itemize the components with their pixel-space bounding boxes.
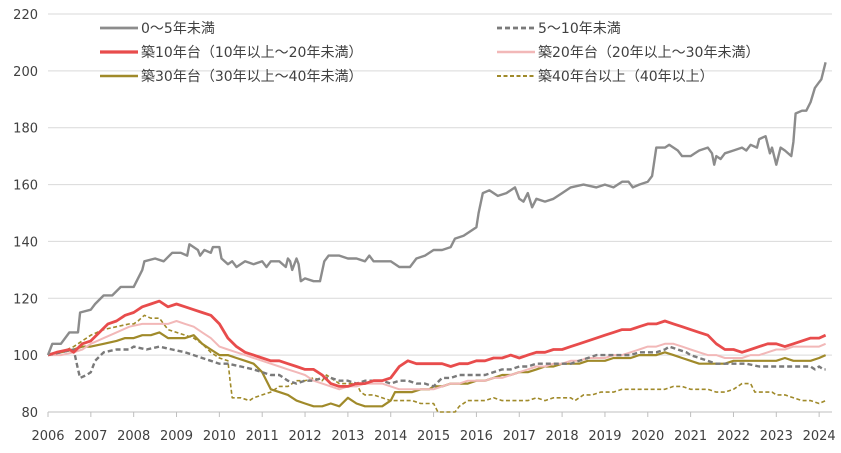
x-tick-label: 2016 [460, 429, 493, 444]
x-tick-label: 2019 [588, 429, 621, 444]
x-tick-label: 2022 [717, 429, 750, 444]
x-tick-label: 2007 [74, 429, 107, 444]
x-axis: 2006 2007 2008 2009 2010 2011 2012 2013 2014 2015… [31, 411, 836, 444]
series-line-2 [47, 345, 826, 388]
legend-label: 5～10年未満 [538, 21, 621, 37]
y-tick-label: 80 [21, 406, 38, 421]
x-tick-label: 2010 [203, 429, 236, 444]
legend-label: 築20年台（20年以上～30年未満） [538, 45, 759, 61]
x-tick-label: 2017 [503, 429, 536, 444]
x-tick-label: 2012 [289, 429, 322, 444]
series-lines [46, 62, 827, 413]
x-tick-label: 2013 [331, 429, 364, 444]
x-tick-label: 2021 [674, 429, 707, 444]
y-tick-label: 100 [13, 349, 38, 364]
x-tick-label: 2006 [31, 429, 64, 444]
x-tick-label: 2014 [374, 429, 407, 444]
series-line-4 [48, 320, 826, 391]
y-tick-label: 120 [13, 292, 38, 307]
series-line-1 [46, 62, 827, 356]
y-tick-label: 180 [13, 122, 38, 137]
y-tick-label: 220 [13, 8, 38, 23]
series-line-5 [47, 331, 827, 408]
x-tick-label: 2008 [117, 429, 150, 444]
legend-label: 築40年台以上（40年以上） [538, 69, 714, 85]
x-tick-label: 2009 [160, 429, 193, 444]
series-line-3 [47, 299, 827, 388]
x-tick-label: 2023 [760, 429, 793, 444]
x-tick-label: 2011 [246, 429, 279, 444]
x-tick-label: 2024 [803, 429, 836, 444]
legend-label: 0～5年未満 [141, 21, 215, 37]
x-tick-label: 2015 [417, 429, 450, 444]
x-tick-label: 2018 [546, 429, 579, 444]
series-line-6 [47, 314, 826, 413]
x-tick-label: 2020 [631, 429, 664, 444]
gridlines [48, 13, 832, 356]
y-tick-label: 200 [13, 65, 38, 80]
legend-label: 築10年台（10年以上～20年未満） [141, 45, 362, 61]
y-axis: 80 100 120 140 160 180 200 220 [13, 8, 38, 421]
y-tick-label: 160 [13, 179, 38, 194]
y-tick-label: 140 [13, 235, 38, 250]
legend-label: 築30年台（30年以上～40年未満） [141, 69, 362, 85]
